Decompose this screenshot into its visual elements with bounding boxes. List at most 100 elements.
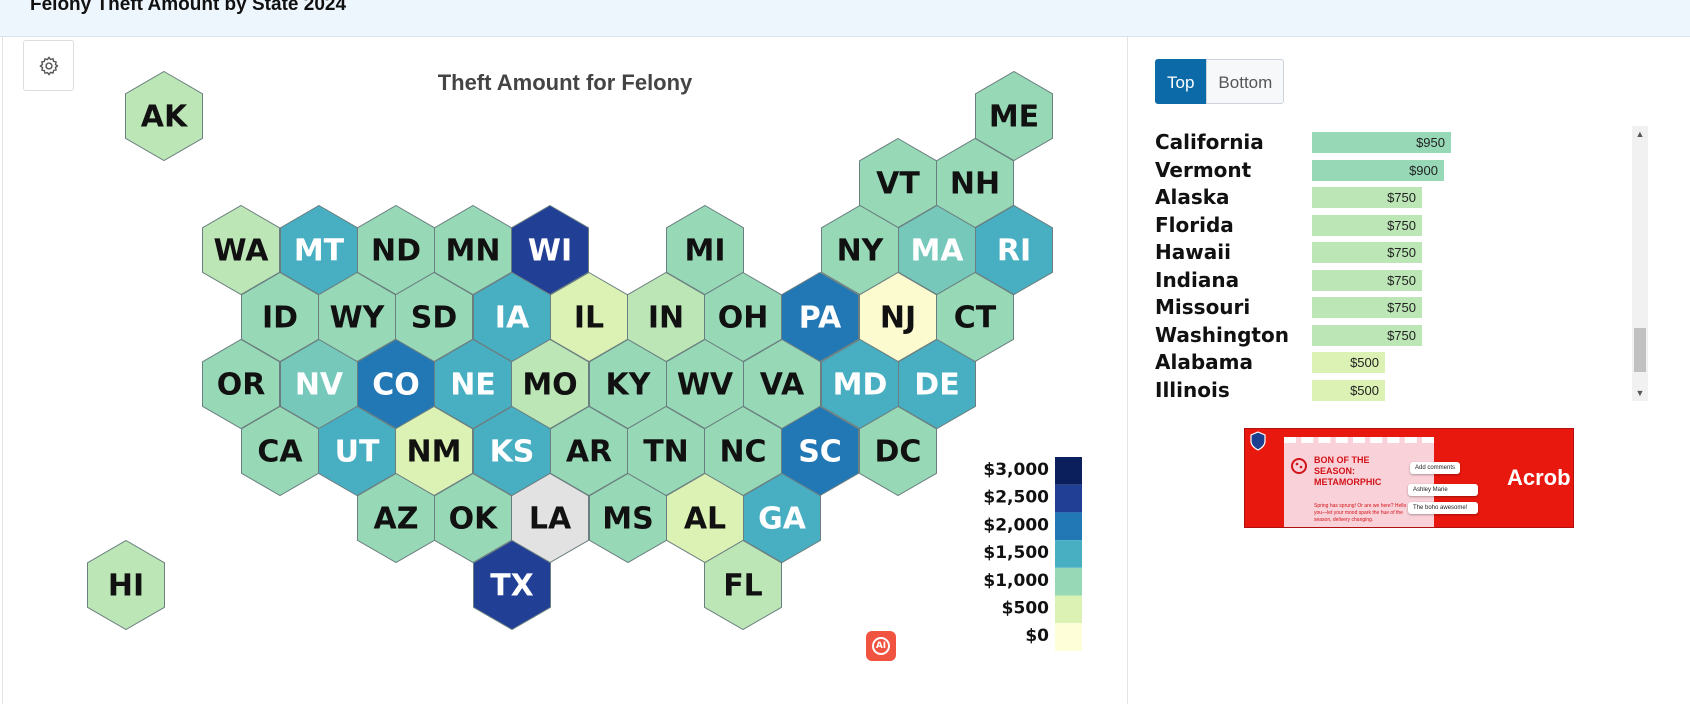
legend-swatch bbox=[1055, 540, 1082, 568]
ad-chip-name: Ashley Marie bbox=[1408, 484, 1478, 496]
tab-top[interactable]: Top bbox=[1155, 59, 1207, 104]
state-hex-ia[interactable]: IA bbox=[473, 271, 551, 363]
ranking-row[interactable]: California $950 bbox=[1155, 129, 1615, 156]
state-hex-nj[interactable]: NJ bbox=[859, 271, 937, 363]
state-label: WI bbox=[528, 234, 572, 269]
state-hex-id[interactable]: ID bbox=[241, 271, 319, 363]
ranking-bar: $750 bbox=[1312, 214, 1422, 236]
legend-swatch bbox=[1055, 457, 1082, 485]
state-hex-dc[interactable]: DC bbox=[859, 405, 937, 497]
state-hex-tx[interactable]: TX bbox=[473, 539, 551, 631]
state-hex-hi[interactable]: HI bbox=[87, 539, 165, 631]
state-hex-il[interactable]: IL bbox=[550, 271, 628, 363]
state-hex-ut[interactable]: UT bbox=[318, 405, 396, 497]
state-label: AZ bbox=[374, 502, 419, 537]
ranking-row[interactable]: Alaska $750 bbox=[1155, 184, 1615, 211]
state-hex-wv[interactable]: WV bbox=[666, 338, 744, 430]
state-label: SC bbox=[798, 435, 842, 470]
state-hex-nh[interactable]: NH bbox=[936, 137, 1014, 229]
state-hex-mo[interactable]: MO bbox=[511, 338, 589, 430]
ranking-value: $750 bbox=[1387, 300, 1416, 315]
ranking-row[interactable]: Hawaii $750 bbox=[1155, 239, 1615, 266]
state-hex-shape[interactable] bbox=[202, 338, 280, 430]
ranking-value: $750 bbox=[1387, 245, 1416, 260]
ad-chip-message: The boho awesome! bbox=[1408, 502, 1478, 514]
ranking-value: $750 bbox=[1387, 272, 1416, 288]
state-hex-mi[interactable]: MI bbox=[666, 204, 744, 296]
state-hex-me[interactable]: ME bbox=[975, 70, 1053, 162]
tab-bottom[interactable]: Bottom bbox=[1206, 59, 1285, 104]
state-hex-shape[interactable] bbox=[125, 70, 203, 162]
state-hex-oh[interactable]: OH bbox=[704, 271, 782, 363]
settings-button[interactable] bbox=[23, 40, 74, 91]
state-hex-shape[interactable] bbox=[704, 539, 782, 631]
ranking-value: $500 bbox=[1350, 355, 1379, 370]
ranking-row[interactable]: Vermont $900 bbox=[1155, 157, 1615, 184]
state-hex-mn[interactable]: MN bbox=[434, 204, 512, 296]
ranking-row[interactable]: Indiana $750 bbox=[1155, 267, 1615, 294]
state-hex-mt[interactable]: MT bbox=[280, 204, 358, 296]
state-hex-shape[interactable] bbox=[743, 472, 821, 564]
scroll-thumb[interactable] bbox=[1634, 328, 1646, 372]
state-hex-az[interactable]: AZ bbox=[357, 472, 435, 564]
ranking-value: $900 bbox=[1409, 162, 1438, 178]
state-hex-al[interactable]: AL bbox=[666, 472, 744, 564]
ranking-row[interactable]: Washington $750 bbox=[1155, 322, 1615, 349]
shield-icon bbox=[1250, 431, 1266, 451]
state-hex-or[interactable]: OR bbox=[202, 338, 280, 430]
legend-label: $1,500 bbox=[983, 543, 1049, 563]
state-hex-de[interactable]: DE bbox=[898, 338, 976, 430]
ranking-value: $750 bbox=[1387, 327, 1416, 343]
state-hex-shape[interactable] bbox=[859, 405, 937, 497]
ranking-state-name: Vermont bbox=[1155, 157, 1252, 182]
state-label: WA bbox=[214, 234, 270, 269]
advertisement-banner[interactable]: BON OF THE SEASON: METAMORPHIC Spring ha… bbox=[1244, 428, 1574, 528]
state-hex-md[interactable]: MD bbox=[821, 338, 899, 430]
state-hex-ak[interactable]: AK bbox=[125, 70, 203, 162]
ranking-row[interactable]: Missouri $750 bbox=[1155, 294, 1615, 321]
legend-label: $500 bbox=[1002, 599, 1049, 619]
chevron-down-icon[interactable]: ▼ bbox=[1635, 388, 1645, 398]
state-hex-ks[interactable]: KS bbox=[473, 405, 551, 497]
state-hex-ma[interactable]: MA bbox=[898, 204, 976, 296]
ranking-row[interactable]: Illinois $500 bbox=[1155, 377, 1615, 401]
ranking-row[interactable]: Alabama $500 bbox=[1155, 349, 1615, 376]
state-hex-nd[interactable]: ND bbox=[357, 204, 435, 296]
state-hex-shape[interactable] bbox=[87, 539, 165, 631]
state-hex-shape[interactable] bbox=[202, 204, 280, 296]
ranking-bar: $750 bbox=[1312, 269, 1422, 291]
state-hex-ga[interactable]: GA bbox=[743, 472, 821, 564]
state-hex-shape[interactable] bbox=[473, 539, 551, 631]
state-hex-wy[interactable]: WY bbox=[318, 271, 396, 363]
state-hex-wa[interactable]: WA bbox=[202, 204, 280, 296]
state-label: CO bbox=[372, 368, 420, 403]
state-hex-shape[interactable] bbox=[898, 338, 976, 430]
state-label: AK bbox=[141, 100, 189, 135]
state-label: KS bbox=[490, 435, 535, 470]
state-label: SD bbox=[411, 301, 458, 336]
ranking-scrollbar[interactable]: ▲ ▼ bbox=[1632, 126, 1648, 401]
state-hex-nc[interactable]: NC bbox=[704, 405, 782, 497]
state-hex-wi[interactable]: WI bbox=[511, 204, 589, 296]
state-hex-co[interactable]: CO bbox=[357, 338, 435, 430]
ai-assistant-button[interactable]: AI bbox=[866, 631, 896, 661]
state-hex-la[interactable]: LA bbox=[511, 472, 589, 564]
state-hex-ri[interactable]: RI bbox=[975, 204, 1053, 296]
ranking-state-name: Washington bbox=[1155, 322, 1289, 347]
ranking-bar: $950 bbox=[1312, 132, 1451, 153]
ranking-row[interactable]: Florida $750 bbox=[1155, 212, 1615, 239]
state-hex-ar[interactable]: AR bbox=[550, 405, 628, 497]
state-hex-ny[interactable]: NY bbox=[821, 204, 899, 296]
state-hex-ca[interactable]: CA bbox=[241, 405, 319, 497]
state-hex-sd[interactable]: SD bbox=[395, 271, 473, 363]
state-hex-nm[interactable]: NM bbox=[395, 405, 473, 497]
state-hex-ky[interactable]: KY bbox=[589, 338, 667, 430]
state-hex-pa[interactable]: PA bbox=[781, 271, 859, 363]
chevron-up-icon[interactable]: ▲ bbox=[1635, 129, 1645, 139]
state-hex-sc[interactable]: SC bbox=[781, 405, 859, 497]
map-title: Theft Amount for Felony bbox=[437, 70, 693, 95]
ranking-bar: $750 bbox=[1312, 242, 1422, 263]
state-hex-fl[interactable]: FL bbox=[704, 539, 782, 631]
state-hex-shape[interactable] bbox=[975, 204, 1053, 296]
state-hex-shape[interactable] bbox=[975, 70, 1053, 162]
